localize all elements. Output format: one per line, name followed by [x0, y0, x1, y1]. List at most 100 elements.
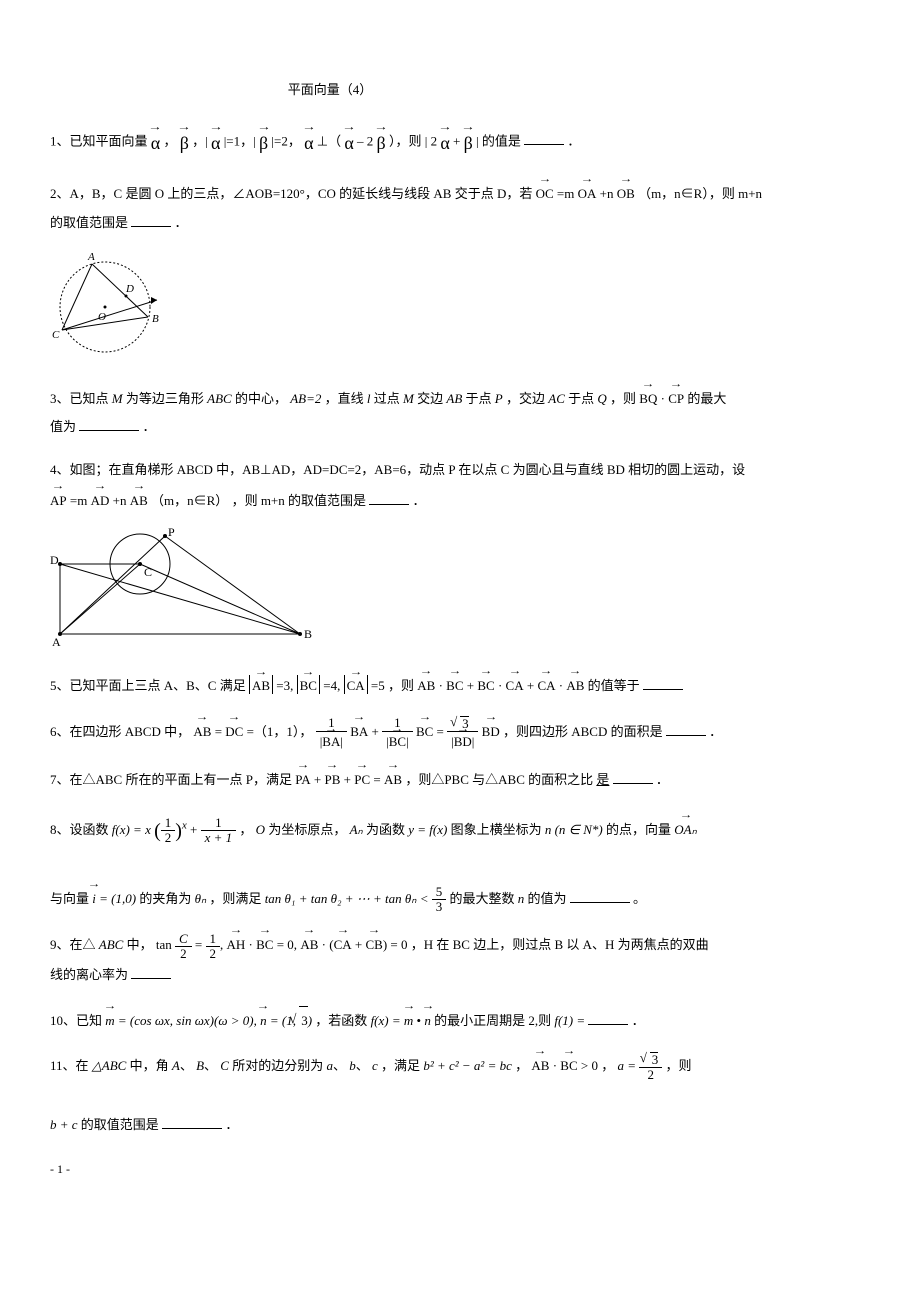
eq: =3,	[276, 678, 293, 693]
answer-blank	[666, 735, 706, 736]
p3-text: 于点	[568, 391, 597, 406]
vec-n: n	[424, 1004, 431, 1036]
frac-half: 1 2	[161, 816, 176, 846]
p8-text: 为函数	[366, 822, 408, 837]
p7-text: ．	[656, 772, 669, 787]
var-An: Aₙ	[350, 822, 363, 837]
plus: +	[372, 724, 379, 739]
m-def: = (cos ωx, sin ωx)(ω > 0),	[118, 1013, 260, 1028]
page-title: 平面向量（4）	[230, 80, 430, 101]
eq: =	[215, 724, 222, 739]
dot: ·	[439, 678, 443, 693]
svg-text:P: P	[168, 525, 175, 539]
dot: ·	[498, 678, 502, 693]
var-Q: Q	[597, 391, 606, 406]
p1-text: – 2	[357, 133, 373, 148]
p2-text: （m，n∈R），则 m+n	[638, 186, 762, 201]
answer-blank	[369, 504, 409, 505]
var-M: M	[112, 391, 123, 406]
frac-1-2: 1 2	[206, 932, 221, 962]
eq1: b² + c² − a² = bc	[423, 1058, 512, 1073]
var-A: A	[172, 1058, 180, 1073]
vec-AP: AP	[50, 484, 67, 516]
p8-text: ，则满足	[209, 891, 264, 906]
answer-blank	[162, 1128, 222, 1129]
frac-1-xp1: 1 x + 1	[201, 816, 237, 846]
p8-text: 的值为	[528, 891, 567, 906]
vec-AD: AD	[91, 484, 110, 516]
p1-text: | 的值是	[476, 133, 521, 148]
frac-5-3: 5 3	[432, 885, 447, 915]
p1-text: ），则 | 2	[389, 133, 437, 148]
vec-AB: AB	[300, 928, 318, 960]
problem-7: 7、在△ABC 所在的平面上有一点 P，满足 PA + PB + PC = AB…	[50, 763, 870, 795]
svg-text:A: A	[52, 635, 61, 649]
vec-BC: BC	[256, 928, 273, 960]
problem-2: 2、A，B，C 是圆 O 上的三点，∠AOB=120°，CO 的延长线与线段 A…	[50, 177, 870, 237]
frac-1-BC: 1 |BC|	[382, 716, 413, 749]
frac-C-2: C 2	[175, 932, 192, 962]
vec-OAn: OAₙ	[674, 813, 697, 845]
plus: +n	[600, 186, 614, 201]
answer-blank	[79, 430, 139, 431]
answer-blank	[131, 226, 171, 227]
answer-blank	[524, 144, 564, 145]
p8-text: 8、设函数	[50, 822, 112, 837]
plus: +	[190, 822, 201, 837]
p3-text: ，交边	[506, 391, 548, 406]
p3-text: 值为	[50, 419, 76, 434]
problem-6: 6、在四边形 ABCD 中， AB = DC =（1，1）， 1 |BA| BA…	[50, 715, 870, 750]
vec-CA: CA	[334, 928, 352, 960]
vec-beta: β	[259, 121, 268, 164]
vec-m: m	[105, 1004, 114, 1036]
svg-text:D: D	[50, 553, 59, 567]
p3-text: ，直线	[325, 391, 367, 406]
dot: ·	[249, 937, 253, 952]
p4-text: ．	[413, 493, 426, 508]
p1-text: ，	[163, 133, 176, 148]
var-ABC: △ABC	[92, 1058, 127, 1073]
dot: ·	[661, 391, 665, 406]
p11-text: 中，角	[130, 1058, 172, 1073]
var-n: n	[518, 891, 525, 906]
problem-9: 9、在△ ABC 中， tan C 2 = 1 2 , AH · BC = 0,…	[50, 928, 870, 989]
plus: +	[344, 772, 351, 787]
eq0: = 0	[390, 937, 407, 952]
p10-text: ，若函数	[315, 1013, 370, 1028]
vec-alpha: α	[440, 121, 449, 164]
vec-alpha: α	[304, 121, 313, 164]
p3-text: 的最大	[687, 391, 726, 406]
p1-text: |=1，|	[224, 133, 259, 148]
p8-text: 。	[633, 891, 646, 906]
p3-text: 的中心，	[235, 391, 287, 406]
dot: ·	[553, 1058, 557, 1073]
p10-text: ．	[632, 1013, 645, 1028]
fx: f(x) =	[371, 1013, 404, 1028]
plus: +n	[113, 493, 127, 508]
var-AB: AB	[446, 391, 462, 406]
dot: ·	[322, 937, 326, 952]
var-B: B	[196, 1058, 204, 1073]
p4-eq: （m，n∈R）	[151, 493, 228, 508]
bc: b + c	[50, 1117, 78, 1132]
trapezoid-figure: A B D C P	[50, 524, 320, 649]
plus: +	[527, 678, 534, 693]
vec-AB: AB	[130, 484, 148, 516]
vec-BQ: BQ	[639, 382, 657, 414]
vec-PA: PA	[295, 763, 310, 795]
svg-text:C: C	[52, 329, 60, 341]
p8-text: 为坐标原点，	[268, 822, 346, 837]
eq: =m	[70, 493, 87, 508]
p1-text: 1、已知平面向量	[50, 133, 151, 148]
svg-text:O: O	[98, 311, 106, 323]
vec-alpha: α	[151, 121, 160, 164]
p2-text: 的取值范围是	[50, 215, 128, 230]
dot: ·	[559, 678, 563, 693]
var-a: a	[326, 1058, 333, 1073]
p9-text: 9、在△	[50, 937, 96, 952]
sqrt3: 3	[299, 1006, 308, 1036]
p5-text: 的值等于	[588, 678, 640, 693]
eq: =m	[557, 186, 574, 201]
var-C: C	[220, 1058, 229, 1073]
p9-text: 中，	[127, 937, 153, 952]
